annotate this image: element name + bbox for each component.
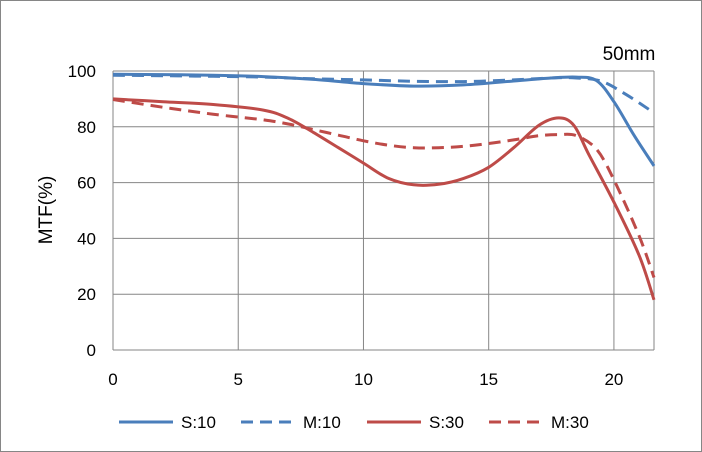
x-tick-label-10: 10	[354, 370, 373, 389]
legend: S:10 M:10 S:30 M:30	[119, 413, 589, 432]
y-axis-title: MTF(%)	[36, 176, 57, 245]
x-tick-label-0: 0	[108, 370, 117, 389]
y-tick-label-40: 40	[77, 229, 96, 248]
x-tick-label-15: 15	[479, 370, 498, 389]
legend-label-m-10: M:10	[303, 413, 341, 432]
x-tick-label-5: 5	[233, 370, 242, 389]
x-tick-label-20: 20	[604, 370, 623, 389]
y-tick-label-0: 0	[87, 341, 96, 360]
series-line-m-10	[112, 73, 655, 115]
series-line-s-10	[112, 72, 656, 167]
y-tick-label-60: 60	[77, 174, 96, 193]
tick-labels: 0 20 40 60 80 100 0 5 10 15 20	[68, 62, 624, 389]
y-tick-label-80: 80	[77, 118, 96, 137]
series-line-s-30	[112, 97, 656, 301]
y-tick-label-20: 20	[77, 285, 96, 304]
legend-label-m-30: M:30	[551, 413, 589, 432]
y-tick-label-100: 100	[68, 62, 96, 81]
series-line-m-30	[112, 98, 656, 279]
legend-label-s-10: S:10	[181, 413, 216, 432]
series-lines	[112, 72, 656, 301]
axes	[112, 71, 654, 351]
chart-title: 50mm	[603, 44, 656, 65]
legend-label-s-30: S:30	[429, 413, 464, 432]
grid-lines	[113, 70, 655, 350]
